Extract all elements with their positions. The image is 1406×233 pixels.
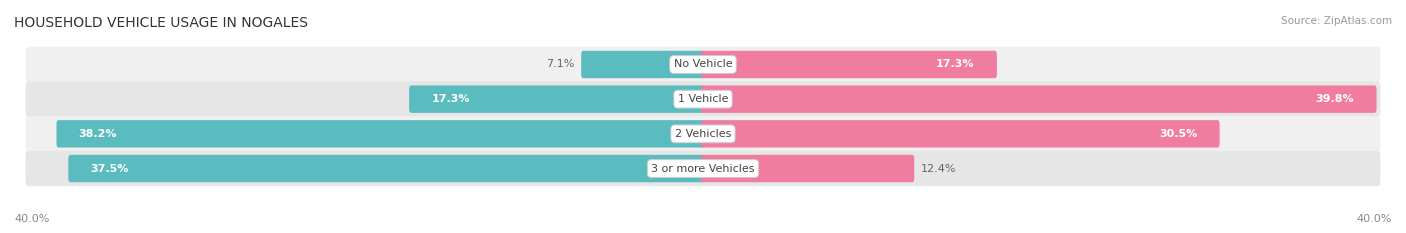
Text: 7.1%: 7.1%	[547, 59, 575, 69]
FancyBboxPatch shape	[702, 155, 914, 182]
FancyBboxPatch shape	[702, 86, 1376, 113]
FancyBboxPatch shape	[702, 51, 997, 78]
Text: 30.5%: 30.5%	[1159, 129, 1198, 139]
Text: 17.3%: 17.3%	[432, 94, 470, 104]
Text: No Vehicle: No Vehicle	[673, 59, 733, 69]
Text: 3 or more Vehicles: 3 or more Vehicles	[651, 164, 755, 174]
Text: 38.2%: 38.2%	[79, 129, 117, 139]
Text: 17.3%: 17.3%	[936, 59, 974, 69]
FancyBboxPatch shape	[409, 86, 704, 113]
Text: 40.0%: 40.0%	[1357, 214, 1392, 224]
FancyBboxPatch shape	[69, 155, 704, 182]
FancyBboxPatch shape	[25, 151, 1381, 186]
Text: 39.8%: 39.8%	[1316, 94, 1354, 104]
Text: 37.5%: 37.5%	[90, 164, 129, 174]
Text: 12.4%: 12.4%	[921, 164, 956, 174]
FancyBboxPatch shape	[702, 120, 1219, 147]
Text: 1 Vehicle: 1 Vehicle	[678, 94, 728, 104]
FancyBboxPatch shape	[25, 82, 1381, 117]
FancyBboxPatch shape	[25, 47, 1381, 82]
Text: Source: ZipAtlas.com: Source: ZipAtlas.com	[1281, 16, 1392, 26]
FancyBboxPatch shape	[25, 116, 1381, 151]
Text: HOUSEHOLD VEHICLE USAGE IN NOGALES: HOUSEHOLD VEHICLE USAGE IN NOGALES	[14, 16, 308, 30]
FancyBboxPatch shape	[581, 51, 704, 78]
Text: 2 Vehicles: 2 Vehicles	[675, 129, 731, 139]
FancyBboxPatch shape	[56, 120, 704, 147]
Text: 40.0%: 40.0%	[14, 214, 49, 224]
